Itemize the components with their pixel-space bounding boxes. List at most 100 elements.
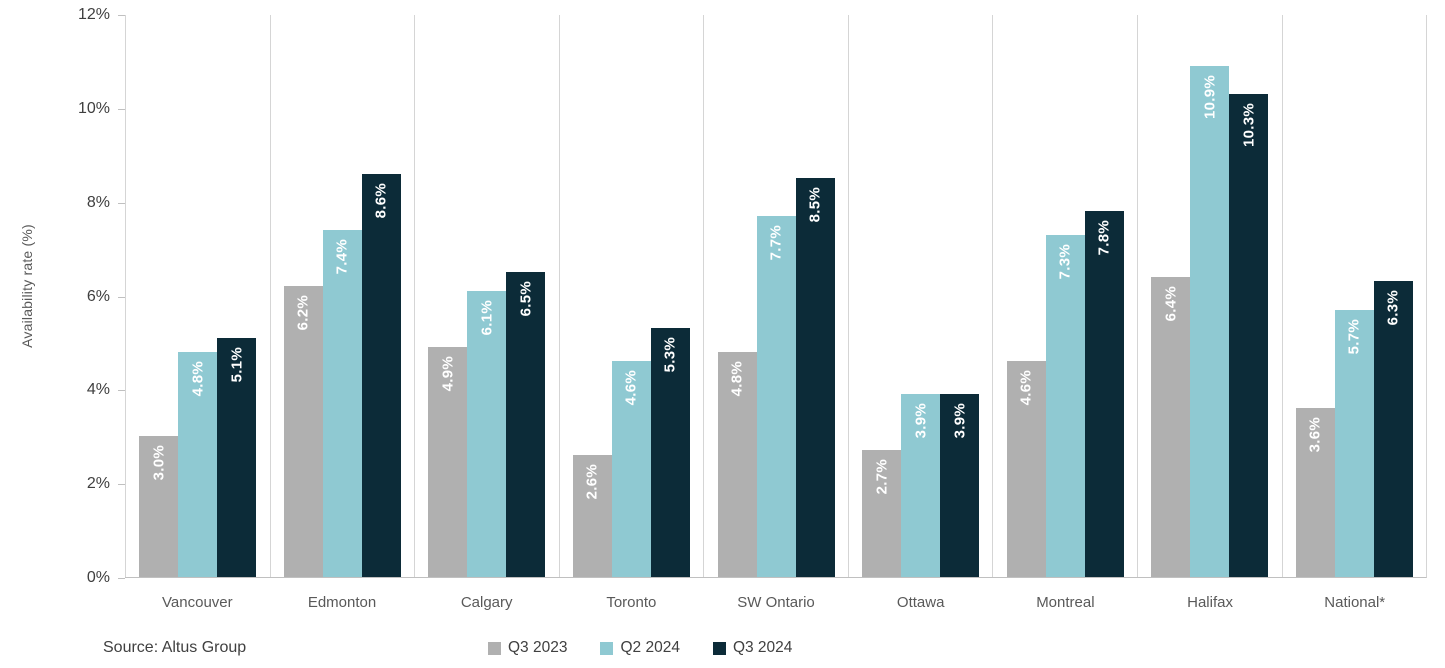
bar-q2-2024: 6.1% [467,290,507,577]
bar-q3-2024: 8.6% [361,173,401,577]
legend-item-q2-2024: Q2 2024 [600,639,680,657]
bar-q3-2023: 4.9% [428,347,468,577]
category-label: Vancouver [162,594,233,611]
bar-value-label: 8.6% [372,182,390,218]
bar-q3-2024: 3.9% [940,394,980,577]
y-axis-tick-mark [118,484,125,486]
y-axis-tick-label: 8% [86,193,110,211]
bar-value-label: 7.7% [767,224,785,261]
bar-q3-2024: 10.3% [1229,93,1269,577]
category-label: SW Ontario [737,594,815,611]
y-axis-tick-mark [118,108,125,110]
bar-value-label: 3.0% [150,445,168,481]
y-axis-tick-label: 12% [77,6,110,23]
bar-group: 2.6% 4.6% 5.3% [572,328,690,577]
bar-q3-2024: 6.5% [506,272,546,577]
bar-value-label: 5.1% [228,346,246,383]
category-cell-vancouver: 3.0% 4.8% 5.1% [125,15,270,577]
category-cell-national-: 3.6% 5.7% 6.3% [1281,15,1427,577]
bar-q2-2024: 10.9% [1190,65,1230,577]
y-axis-title: Availability rate (%) [19,224,35,348]
bar-q2-2024: 7.4% [322,229,362,577]
bar-value-label: 7.3% [1056,243,1074,279]
bar-value-label: 4.8% [189,360,207,397]
bar-q3-2024: 6.3% [1373,281,1413,577]
bar-q3-2023: 4.6% [1006,361,1046,577]
y-axis-tick-label: 2% [86,475,110,493]
bar-value-label: 7.8% [1095,220,1113,256]
category-cell-edmonton: 6.2% 7.4% 8.6% [269,15,415,577]
legend-label: Q3 2023 [508,639,568,656]
bar-q2-2024: 4.8% [178,351,218,577]
bar-value-label: 6.2% [294,295,312,331]
bar-q3-2024: 8.5% [795,178,835,577]
bar-value-label: 3.9% [951,403,969,439]
category-cell-toronto: 2.6% 4.6% 5.3% [558,15,704,577]
category-cell-montreal: 4.6% 7.3% 7.8% [992,15,1137,577]
bar-group: 4.6% 7.3% 7.8% [1006,211,1124,577]
bar-q2-2024: 3.9% [901,394,941,577]
legend-swatch [488,641,501,655]
y-axis-tick-mark [118,390,125,392]
bar-group: 3.6% 5.7% 6.3% [1295,281,1413,577]
bar-group: 4.8% 7.7% 8.5% [717,178,835,577]
category-cell-halifax: 6.4% 10.9% 10.3% [1136,15,1282,577]
bar-value-label: 6.5% [517,281,535,317]
bar-q3-2023: 4.8% [717,351,757,577]
y-axis-tick-mark [118,15,125,16]
bar-q3-2023: 6.4% [1151,276,1191,577]
bar-group: 6.4% 10.9% 10.3% [1151,65,1269,577]
bar-value-label: 4.8% [728,360,746,397]
bar-group: 3.0% 4.8% 5.1% [139,337,257,577]
source-credit: Source: Altus Group [103,639,247,656]
bar-value-label: 3.6% [1306,417,1324,453]
bar-value-label: 6.3% [1384,290,1402,326]
bar-group: 2.7% 3.9% 3.9% [862,394,980,577]
legend: Q3 2023 Q2 2024 Q3 2024 [488,639,792,657]
bar-q3-2023: 3.6% [1295,408,1335,577]
bar-value-label: 7.4% [333,238,351,275]
y-axis-tick-label: 10% [77,99,110,117]
category-cell-calgary: 4.9% 6.1% 6.5% [414,15,559,577]
bar-group: 6.2% 7.4% 8.6% [283,173,401,577]
bar-q3-2023: 2.6% [572,455,612,577]
plot-area: 3.0% 4.8% 5.1% 6.2% 7.4% 8.6% 4.9% 6.1% 6.5% 2.6%… [125,15,1427,578]
legend-item-q3-2023: Q3 2023 [488,639,567,657]
y-axis-tick-label: 6% [86,287,110,305]
category-label: Calgary [460,594,513,611]
legend-label: Q2 2024 [620,639,680,656]
bar-q2-2024: 7.3% [1045,234,1085,577]
bar-value-label: 4.6% [622,370,640,406]
category-label: Montreal [1036,594,1095,611]
y-axis-tick-label: 4% [86,381,110,399]
y-axis-tick-label: 0% [86,569,110,586]
bar-value-label: 4.9% [439,356,457,392]
bar-value-label: 5.7% [1345,318,1363,354]
category-label: Edmonton [307,594,377,611]
y-axis-tick-mark [118,578,125,579]
bar-q2-2024: 4.6% [611,361,651,577]
bar-value-label: 5.3% [661,337,679,373]
bar-value-label: 2.7% [873,459,891,495]
category-label: Halifax [1187,594,1233,611]
legend-label: Q3 2024 [732,639,793,656]
bar-q3-2024: 5.3% [650,328,690,577]
legend-item-q3-2024: Q3 2024 [712,639,793,657]
bar-q3-2023: 2.7% [862,450,902,577]
bar-value-label: 3.9% [912,403,930,439]
bar-group: 4.9% 6.1% 6.5% [428,272,546,577]
bar-q2-2024: 5.7% [1334,309,1374,577]
bar-q3-2024: 5.1% [217,337,257,577]
category-label: Ottawa [896,594,945,611]
bar-q3-2023: 6.2% [283,286,323,577]
bar-value-label: 8.5% [806,187,824,223]
bar-value-label: 6.4% [1162,285,1180,322]
y-axis-tick-mark [118,296,125,298]
bar-value-label: 10.9% [1201,74,1219,119]
category-cell-sw-ontario: 4.8% 7.7% 8.5% [703,15,848,577]
bar-value-label: 10.3% [1240,102,1258,147]
category-label: Toronto [606,594,657,611]
category-label: National* [1324,594,1386,611]
bar-value-label: 6.1% [478,299,496,336]
